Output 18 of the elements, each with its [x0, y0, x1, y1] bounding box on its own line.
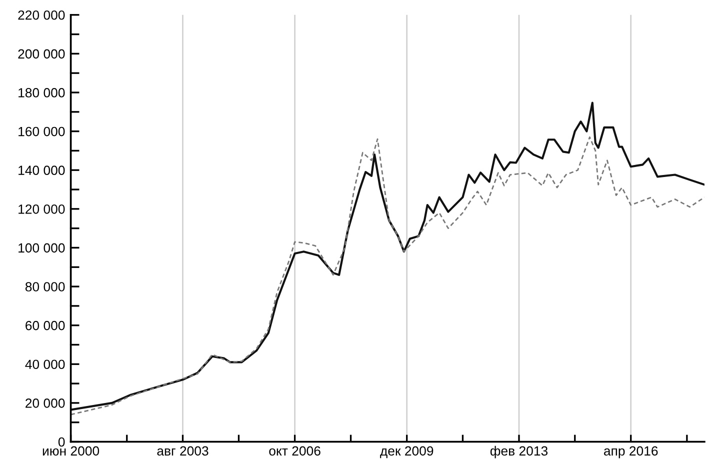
x-tick-label: апр 2016 [604, 446, 658, 458]
y-tick-label: 120 000 [18, 204, 65, 214]
x-tick-label: окт 2006 [269, 446, 320, 456]
y-tick-label: 0 [58, 437, 65, 447]
y-tick-label: 80 000 [25, 282, 65, 292]
y-tick-label: 180 000 [18, 88, 65, 98]
y-tick-label: 140 000 [18, 166, 65, 176]
y-tick-label: 220 000 [18, 10, 65, 20]
y-tick-label: 200 000 [18, 49, 65, 59]
y-tick-label: 160 000 [18, 126, 65, 136]
y-tick-label: 20 000 [26, 398, 65, 408]
x-tick-label: авг 2003 [157, 446, 208, 456]
y-tick-label: 100 000 [18, 243, 65, 253]
y-tick-label: 60 000 [26, 320, 65, 330]
x-tick-label: фев 2013 [490, 446, 548, 458]
x-tick-label: дек 2009 [380, 446, 434, 458]
y-tick-label: 40 000 [25, 360, 65, 370]
x-tick-label: июн 2000 [42, 446, 100, 456]
